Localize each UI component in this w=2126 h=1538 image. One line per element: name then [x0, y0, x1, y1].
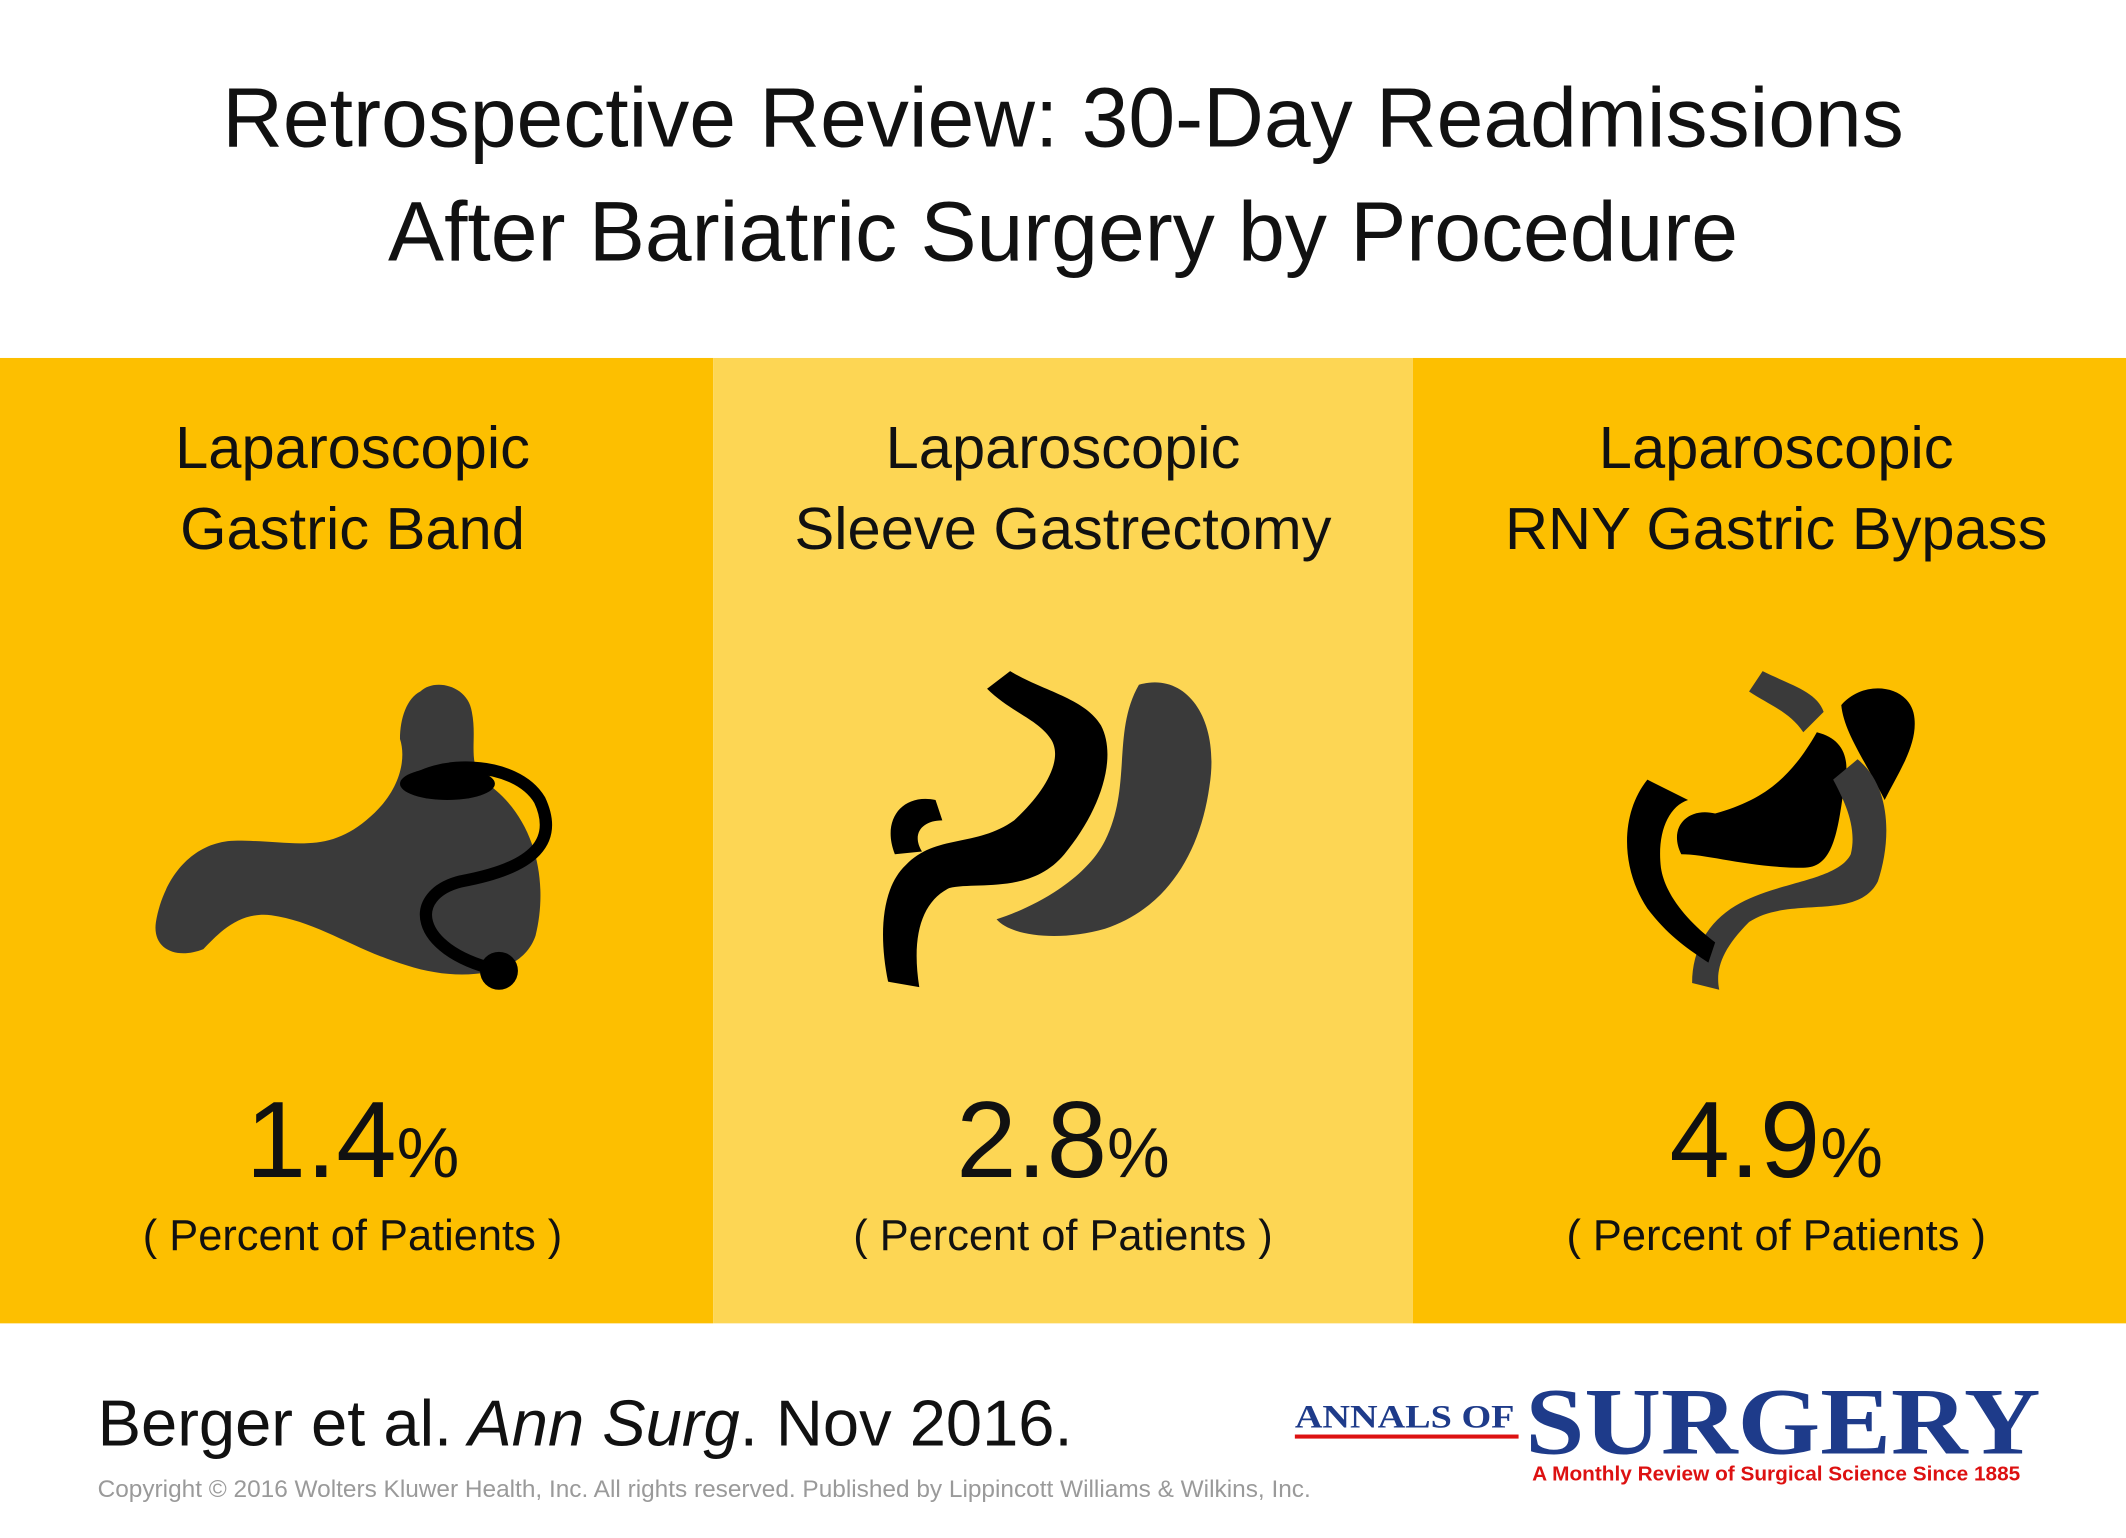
logo-prefix: ANNALS OF	[1295, 1400, 1515, 1436]
citation-journal: Ann Surg	[464, 1386, 739, 1459]
citation: Berger et al. Ann Surg. Nov 2016.	[98, 1386, 1073, 1459]
panel-label: Gastric Band	[180, 495, 525, 562]
title-line: After Bariatric Surgery by Procedure	[388, 184, 1738, 278]
value-number: 2.8	[956, 1079, 1107, 1200]
panel-value: 4.9%	[1669, 1079, 1882, 1200]
citation-authors: Berger et al.	[98, 1386, 453, 1459]
panel-note: ( Percent of Patients )	[853, 1212, 1272, 1260]
panel-label: RNY Gastric Bypass	[1505, 495, 2047, 562]
bypass-icon	[1627, 671, 1915, 990]
logo-tagline: A Monthly Review of Surgical Science Sin…	[1532, 1464, 2020, 1486]
value-unit: %	[1820, 1113, 1883, 1192]
panel-value: 2.8%	[956, 1079, 1169, 1200]
citation-date: . Nov 2016.	[740, 1386, 1073, 1459]
panel-label: Laparoscopic	[1599, 414, 1954, 481]
logo-name: SURGERY	[1525, 1369, 2040, 1475]
journal-logo: ANNALS OF SURGERY A Monthly Review of Su…	[1294, 1369, 2041, 1486]
panel-label: Sleeve Gastrectomy	[795, 495, 1332, 562]
panel-note: ( Percent of Patients )	[143, 1212, 562, 1260]
gastric-band-icon	[155, 684, 553, 990]
value-number: 1.4	[246, 1079, 397, 1200]
panel-value: 1.4%	[246, 1079, 459, 1200]
sleeve-icon	[883, 671, 1212, 988]
panel-label: Laparoscopic	[886, 414, 1241, 481]
title-line: Retrospective Review: 30-Day Readmission…	[222, 70, 1904, 164]
logo-rule	[1294, 1434, 1519, 1439]
panel-texts: Laparoscopic Gastric Band 1.4% ( Percent of…	[143, 414, 2048, 1260]
value-unit: %	[1107, 1113, 1170, 1192]
value-unit: %	[397, 1113, 460, 1192]
panel-label: Laparoscopic	[175, 414, 530, 481]
panel-note: ( Percent of Patients )	[1566, 1212, 1985, 1260]
value-number: 4.9	[1669, 1079, 1820, 1200]
copyright: Copyright © 2016 Wolters Kluwer Health, …	[98, 1476, 1311, 1503]
